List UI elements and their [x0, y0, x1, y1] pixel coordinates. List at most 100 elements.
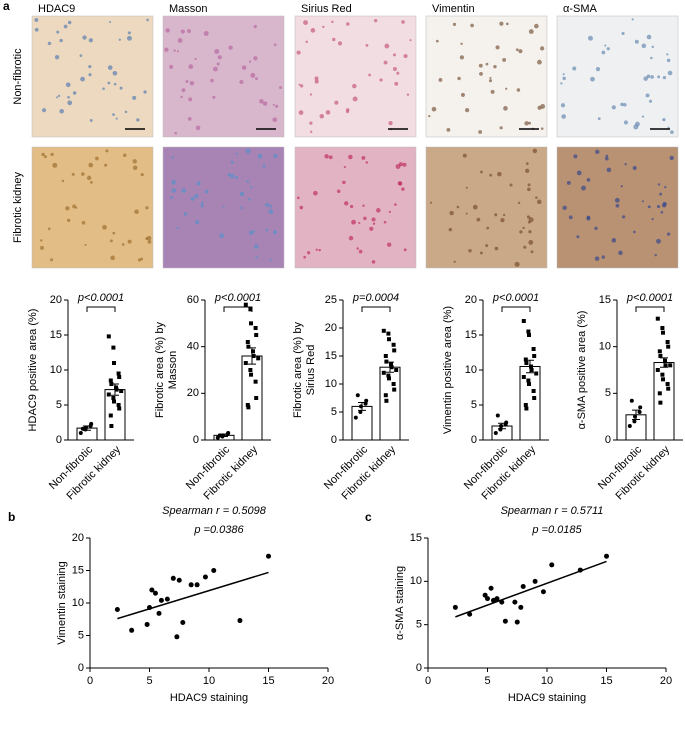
nucleus	[67, 100, 73, 106]
data-point	[655, 316, 660, 321]
nucleus	[373, 18, 378, 23]
nucleus	[358, 221, 361, 225]
nucleus	[241, 65, 247, 70]
nucleus	[296, 196, 300, 200]
nucleus	[181, 188, 187, 193]
nucleus	[562, 205, 567, 211]
nucleus	[465, 212, 468, 215]
nucleus	[124, 110, 128, 114]
data-point	[246, 344, 251, 349]
nucleus	[620, 102, 624, 107]
nucleus	[522, 226, 525, 230]
data-point	[158, 597, 164, 603]
data-point	[520, 584, 526, 590]
nucleus	[41, 152, 45, 157]
data-point	[526, 329, 531, 334]
nucleus	[352, 83, 357, 89]
nucleus	[486, 226, 490, 230]
nucleus	[662, 75, 667, 80]
nucleus	[165, 28, 170, 33]
chart-title: Spearman r = 0.5098	[162, 505, 267, 517]
nucleus	[595, 67, 601, 72]
nucleus	[459, 55, 465, 60]
data-point	[249, 321, 253, 326]
nucleus	[604, 44, 607, 47]
data-point	[364, 398, 369, 403]
nucleus	[517, 201, 521, 205]
y-tick-label: 25	[325, 294, 337, 306]
y-tick-label: 0	[193, 434, 199, 446]
data-point	[358, 410, 363, 414]
row-label: Non-fibrotic	[12, 48, 24, 105]
nucleus	[368, 73, 371, 77]
nucleus	[631, 18, 634, 21]
nucleus	[140, 172, 144, 177]
nucleus	[309, 121, 313, 125]
data-point	[383, 393, 388, 398]
data-point	[663, 363, 668, 368]
nucleus	[307, 251, 311, 255]
data-point	[658, 354, 663, 358]
data-point	[526, 378, 531, 383]
nucleus	[383, 60, 388, 65]
nucleus	[470, 23, 474, 28]
nucleus	[122, 153, 127, 158]
data-point	[638, 405, 643, 410]
y-tick-label: 20	[325, 322, 337, 334]
nucleus	[650, 75, 654, 79]
nucleus	[49, 258, 54, 262]
data-point	[245, 403, 250, 407]
nucleus	[409, 39, 412, 42]
nucleus	[456, 205, 460, 209]
nucleus	[352, 96, 358, 102]
nucleus	[657, 75, 661, 79]
nucleus	[34, 18, 39, 22]
nucleus	[305, 40, 308, 44]
y-axis-label: Vimentin staining	[56, 561, 68, 645]
y-tick-label: 5	[416, 619, 422, 631]
nucleus	[518, 49, 523, 54]
nucleus	[319, 113, 325, 119]
data-point	[202, 574, 208, 580]
nucleus	[503, 106, 508, 111]
data-point	[531, 389, 536, 393]
nucleus	[171, 188, 177, 193]
annotation: p<0.0001	[626, 292, 673, 304]
nucleus	[239, 79, 244, 85]
data-point	[384, 398, 389, 403]
data-point	[381, 370, 386, 375]
data-point	[392, 348, 397, 353]
nucleus	[435, 39, 439, 43]
nucleus	[112, 113, 115, 116]
significance-bracket	[501, 306, 531, 312]
nucleus	[528, 217, 534, 223]
nucleus	[641, 43, 647, 49]
nucleus	[34, 27, 39, 32]
data-point	[246, 405, 251, 410]
chart-title: Spearman r = 0.5711	[501, 505, 604, 517]
data-point	[629, 398, 634, 403]
data-point	[549, 562, 555, 568]
nucleus	[489, 76, 492, 80]
y-axis-label: Sirius Red	[305, 345, 317, 396]
nucleus	[255, 77, 258, 81]
x-tick-label: 0	[425, 675, 431, 687]
data-point	[389, 362, 393, 367]
nucleus	[210, 78, 214, 83]
nucleus	[342, 180, 346, 185]
nucleus	[643, 76, 648, 81]
data-point	[657, 391, 662, 396]
nucleus	[296, 50, 301, 55]
data-point	[254, 333, 259, 337]
data-point	[117, 375, 122, 379]
nucleus	[654, 253, 657, 257]
nucleus	[273, 230, 278, 235]
nucleus	[80, 76, 85, 82]
nucleus	[611, 105, 616, 110]
nucleus	[174, 131, 178, 135]
nucleus	[622, 215, 626, 219]
y-axis-label: Masson	[167, 351, 179, 390]
panel-label: c	[365, 510, 372, 524]
nucleus	[528, 29, 534, 35]
data-point	[452, 604, 458, 610]
